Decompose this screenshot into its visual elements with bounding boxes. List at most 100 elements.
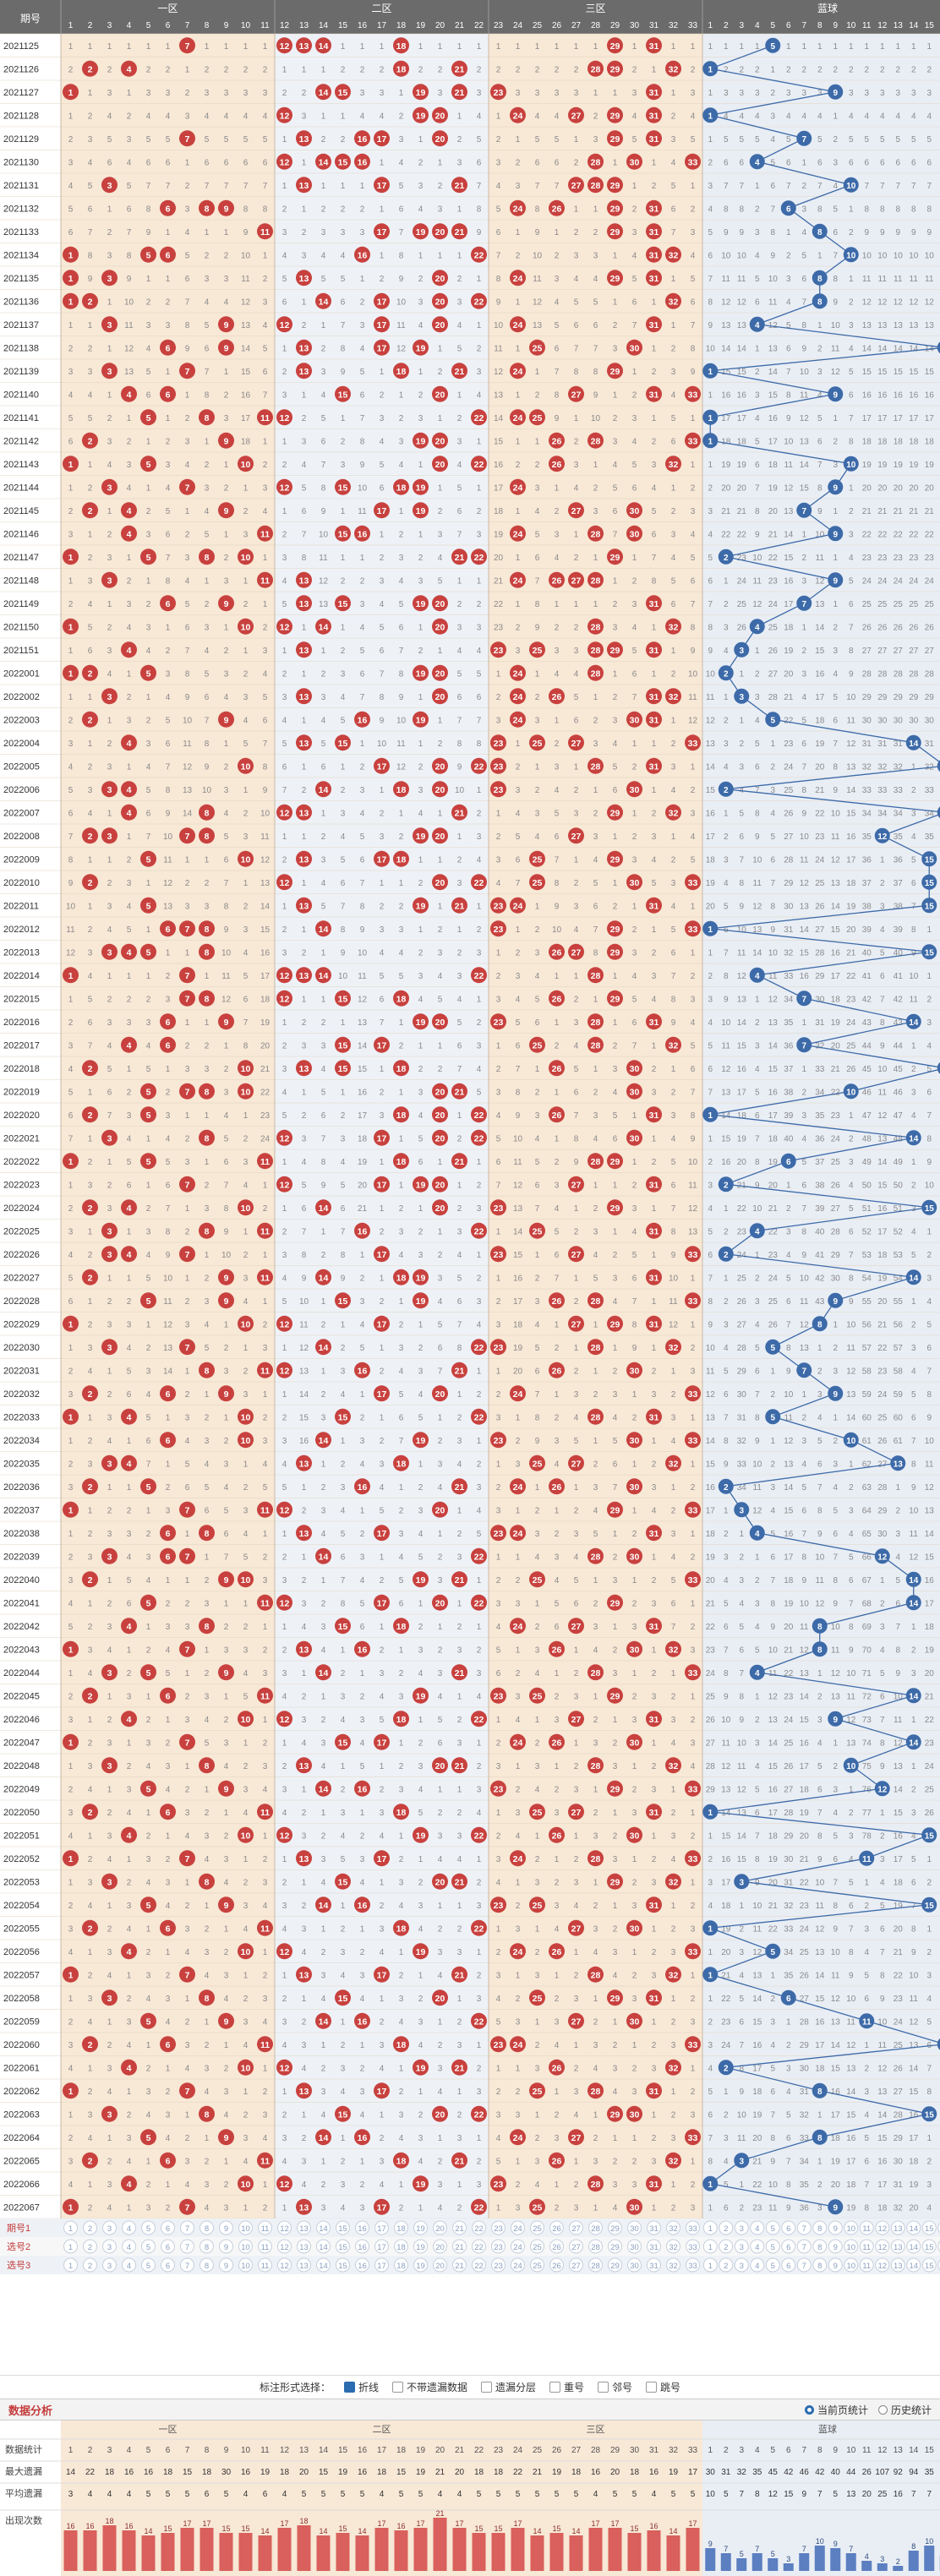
red-ball-label: 10 [241,622,251,632]
blue-miss-value: 2 [724,65,729,74]
red-miss-value: 2 [477,1460,482,1469]
issue-number: 2022041 [3,1598,40,1608]
red-ball-label: 26 [552,1482,562,1493]
red-miss-value: 2 [555,1413,560,1422]
red-ball-label: 21 [455,1761,465,1771]
red-ball-label: 16 [358,529,368,539]
red-miss-value: 5 [321,275,326,284]
red-miss-value: 2 [107,228,112,237]
red-miss-value: 3 [535,1111,540,1121]
red-miss-value: 4 [516,995,521,1004]
red-miss-value: 7 [302,1227,307,1236]
red-miss-value: 2 [516,65,521,74]
red-miss-value: 8 [457,740,462,749]
red-miss-value: 2 [360,1274,365,1283]
red-ball-label: 19 [416,832,426,842]
red-miss-value: 3 [632,855,637,865]
blue-miss-value: 13 [721,1785,731,1794]
blue-miss-value: 17 [815,693,825,702]
blue-miss-value: 3 [708,1878,713,1887]
red-miss-value: 1 [380,1995,385,2004]
red-miss-value: 4 [166,112,171,121]
red-ball-label: 4 [127,1831,132,1841]
red-miss-value: 2 [243,1367,249,1376]
red-ball-label: 2 [88,1808,93,1818]
red-miss-value: 3 [593,507,598,516]
header-zone: 三区 [585,3,605,14]
red-miss-value: 3 [535,716,540,725]
red-ball-label: 9 [224,1575,229,1585]
blue-miss-value: 3 [817,368,822,377]
red-miss-value: 3 [185,1924,190,1934]
red-miss-value: 5 [457,344,462,353]
blue-miss-value: 17 [784,600,794,609]
red-miss-value: 2 [399,1041,404,1051]
blue-miss-value: 26 [846,1065,856,1074]
red-miss-value: 2 [496,1065,501,1074]
red-miss-value: 2 [555,1692,560,1701]
red-miss-value: 4 [321,1530,326,1539]
blue-miss-value: 1 [755,42,760,52]
red-miss-value: 2 [224,1344,229,1353]
blue-miss-value: 18 [784,623,794,632]
red-miss-value: 8 [652,576,657,586]
red-miss-value: 1 [263,251,268,260]
red-miss-value: 10 [241,251,251,260]
red-ball-label: 5 [146,947,151,958]
red-ball [276,106,292,123]
red-miss-value: 4 [632,623,637,632]
blue-miss-value: 7 [724,1645,729,1655]
red-miss-value: 4 [88,390,93,400]
red-miss-value: 1 [107,855,112,865]
blue-miss-value: 1 [833,1320,838,1329]
red-ball-label: 16 [358,157,368,167]
red-miss-value: 2 [360,762,365,772]
blue-miss-value: 6 [786,1297,791,1307]
red-miss-value: 2 [360,297,365,307]
red-ball-label: 6 [166,1808,171,1818]
blue-miss-value: 10 [846,1320,856,1329]
red-miss-value: 2 [341,1460,346,1469]
red-miss-value: 1 [691,1599,696,1608]
blue-miss-value: 12 [831,1995,841,2004]
red-ball-label: 15 [338,157,348,167]
blue-miss-value: 2 [739,1553,744,1562]
red-ball-label: 13 [299,739,309,749]
red-miss-value: 2 [574,1227,579,1236]
red-miss-value: 4 [321,251,326,260]
red-miss-value: 1 [166,275,171,284]
red-miss-value: 4 [127,1553,132,1562]
blue-miss-value: 9 [801,1576,806,1585]
blue-miss-value: 14 [800,461,810,470]
red-ball-label: 20 [435,832,445,842]
red-miss-value: 1 [224,228,229,237]
red-miss-value: 7 [399,228,404,237]
red-miss-value: 1 [205,972,210,981]
red-miss-value: 12 [688,716,698,725]
red-miss-value: 2 [632,576,637,586]
red-ball-label: 6 [166,1018,171,1028]
red-miss-value: 3 [282,948,287,958]
red-miss-value: 2 [341,205,346,214]
issue-number: 2021141 [3,413,39,423]
red-ball-label: 23 [494,785,504,795]
blue-miss-value: 5 [724,902,729,911]
red-miss-value: 1 [457,1785,462,1794]
red-miss-value: 5 [574,1437,579,1446]
red-ball-label: 20 [435,622,445,632]
blue-miss-value: 9 [833,786,838,795]
red-miss-value: 1 [205,2017,210,2027]
issue-number: 2022006 [3,785,40,795]
blue-miss-value: 18 [877,1251,888,1260]
blue-miss-value: 3 [755,1297,760,1307]
red-ball-label: 28 [591,1552,601,1562]
red-miss-value: 2 [282,1227,287,1236]
header-red-num: 3 [107,21,112,30]
red-miss-value: 1 [205,228,210,237]
red-ball-label: 11 [260,413,270,423]
blue-miss-value: 11 [847,716,856,725]
red-ball-label: 11 [260,227,270,237]
red-miss-value: 10 [299,1297,309,1307]
red-miss-value: 3 [574,809,579,818]
blue-miss-value: 2 [755,205,760,214]
